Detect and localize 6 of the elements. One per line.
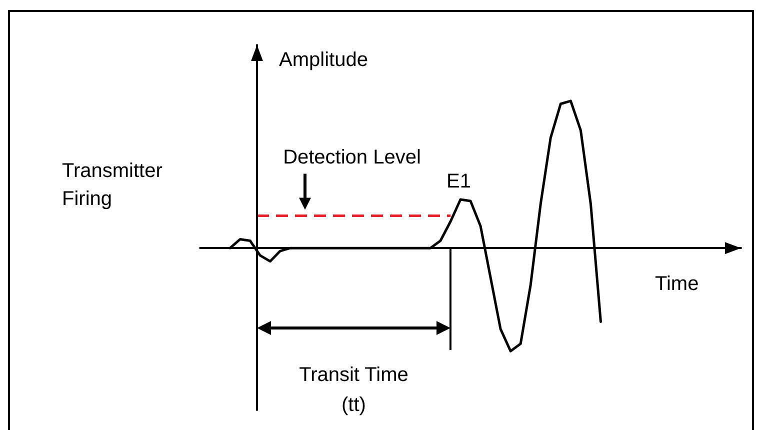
annotation: E1 [446, 170, 471, 193]
y-axis-title: Amplitude [279, 49, 368, 71]
text: Transit Time (tt) [299, 364, 408, 416]
x-axis-title: Time [655, 273, 699, 296]
text: Transmitter Firing [62, 160, 163, 210]
ref-line-label: Detection Level [283, 146, 421, 169]
